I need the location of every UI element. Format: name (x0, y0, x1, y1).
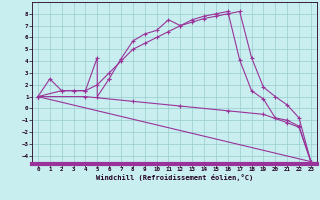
X-axis label: Windchill (Refroidissement éolien,°C): Windchill (Refroidissement éolien,°C) (96, 174, 253, 181)
